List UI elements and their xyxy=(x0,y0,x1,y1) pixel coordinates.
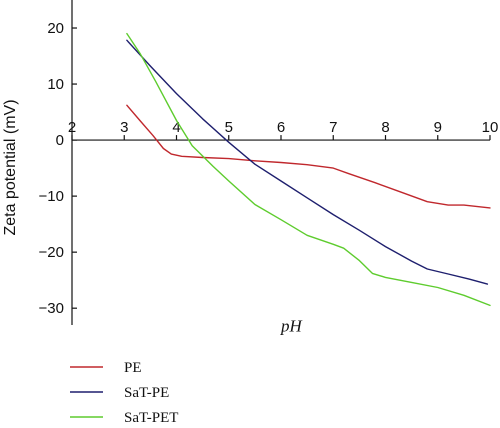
y-tick-label: −20 xyxy=(39,244,64,261)
series-lines xyxy=(126,32,491,307)
y-axis-title: Zeta potential (mV) xyxy=(2,99,19,235)
series-line-sat-pet xyxy=(126,32,491,307)
y-ticks: 20 10 0 −10 −20 −30 xyxy=(39,20,77,317)
y-tick-label: 0 xyxy=(56,132,64,149)
x-tick-label: 8 xyxy=(381,119,389,136)
x-ticks: 2 3 4 5 6 7 8 9 10 xyxy=(68,119,499,141)
y-tick-label: −30 xyxy=(39,300,64,317)
x-tick-label: 7 xyxy=(329,119,337,136)
x-axis-title: pH xyxy=(280,317,304,336)
y-tick-label: −10 xyxy=(39,188,64,205)
x-tick-label: 2 xyxy=(68,119,76,136)
y-tick-label: 20 xyxy=(47,20,64,37)
y-tick-label: 10 xyxy=(47,76,64,93)
x-tick-label: 4 xyxy=(172,119,180,136)
x-tick-label: 5 xyxy=(225,119,233,136)
legend: PE SaT-PE SaT-PET xyxy=(70,360,178,426)
legend-label: SaT-PET xyxy=(124,410,178,426)
series-line-sat-pe xyxy=(126,39,489,285)
x-tick-label: 10 xyxy=(482,119,499,136)
x-tick-label: 3 xyxy=(120,119,128,136)
x-tick-label: 6 xyxy=(277,119,285,136)
legend-label: PE xyxy=(124,360,142,376)
x-tick-label: 9 xyxy=(434,119,442,136)
series-line-pe xyxy=(126,104,491,209)
legend-label: SaT-PE xyxy=(124,385,169,401)
